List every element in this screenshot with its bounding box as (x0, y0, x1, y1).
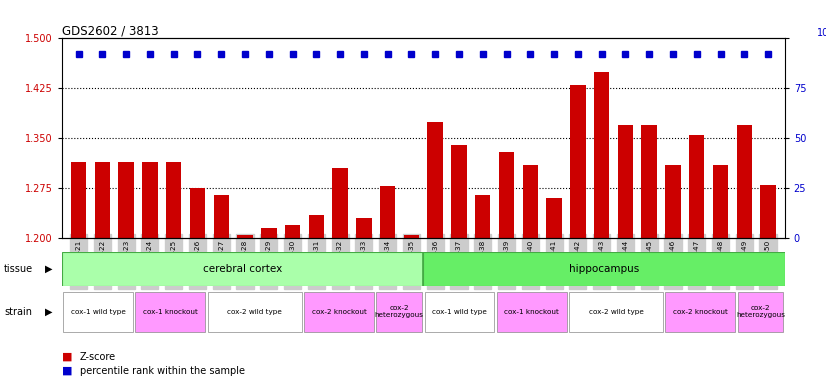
Bar (475, 195, 491, 238)
Bar (428, 122, 443, 238)
Bar (95, 162, 110, 238)
Bar (713, 165, 729, 238)
Bar (63, 292, 133, 332)
Bar (309, 215, 324, 238)
Text: GDS2602 / 3813: GDS2602 / 3813 (62, 24, 159, 37)
Bar (760, 185, 776, 238)
Text: cox-1 wild type: cox-1 wild type (432, 309, 487, 315)
Bar (304, 292, 374, 332)
Text: cox-2 wild type: cox-2 wild type (227, 309, 282, 315)
Text: ■: ■ (62, 352, 73, 362)
Bar (665, 165, 681, 238)
Bar (261, 228, 277, 238)
Bar (425, 292, 495, 332)
Text: tissue: tissue (4, 264, 33, 274)
Text: cox-1 knockout: cox-1 knockout (143, 309, 197, 315)
Bar (237, 235, 253, 238)
Text: cox-2
heterozygous: cox-2 heterozygous (736, 306, 785, 318)
Text: percentile rank within the sample: percentile rank within the sample (80, 366, 245, 376)
Bar (423, 252, 785, 286)
Bar (207, 292, 301, 332)
Text: cox-2
heterozygous: cox-2 heterozygous (375, 306, 424, 318)
Bar (594, 72, 610, 238)
Text: 100%: 100% (817, 28, 826, 38)
Bar (285, 225, 301, 238)
Bar (190, 188, 205, 238)
Bar (496, 292, 567, 332)
Bar (377, 292, 422, 332)
Bar (142, 162, 158, 238)
Bar (546, 198, 562, 238)
Bar (404, 235, 419, 238)
Bar (618, 125, 634, 238)
Bar (666, 292, 735, 332)
Bar (570, 85, 586, 238)
Bar (689, 135, 705, 238)
Text: Z-score: Z-score (80, 352, 116, 362)
Text: cox-2 wild type: cox-2 wild type (589, 309, 643, 315)
Text: ▶: ▶ (45, 264, 53, 274)
Bar (118, 162, 134, 238)
Text: cerebral cortex: cerebral cortex (203, 264, 282, 274)
Bar (356, 218, 372, 238)
Text: ■: ■ (62, 366, 73, 376)
Bar (380, 186, 396, 238)
Bar (213, 195, 229, 238)
Text: strain: strain (4, 307, 32, 317)
Bar (738, 292, 784, 332)
Bar (332, 168, 348, 238)
Bar (523, 165, 538, 238)
Bar (642, 125, 657, 238)
Text: cox-1 knockout: cox-1 knockout (505, 309, 559, 315)
Text: cox-1 wild type: cox-1 wild type (71, 309, 126, 315)
Bar (499, 152, 515, 238)
Bar (569, 292, 663, 332)
Text: cox-2 knockout: cox-2 knockout (673, 309, 728, 315)
Text: cox-2 knockout: cox-2 knockout (311, 309, 367, 315)
Text: hippocampus: hippocampus (569, 264, 639, 274)
Bar (451, 145, 467, 238)
Text: ▶: ▶ (45, 307, 53, 317)
Bar (737, 125, 752, 238)
Bar (71, 162, 87, 238)
Bar (62, 252, 423, 286)
Bar (166, 162, 182, 238)
Bar (135, 292, 206, 332)
